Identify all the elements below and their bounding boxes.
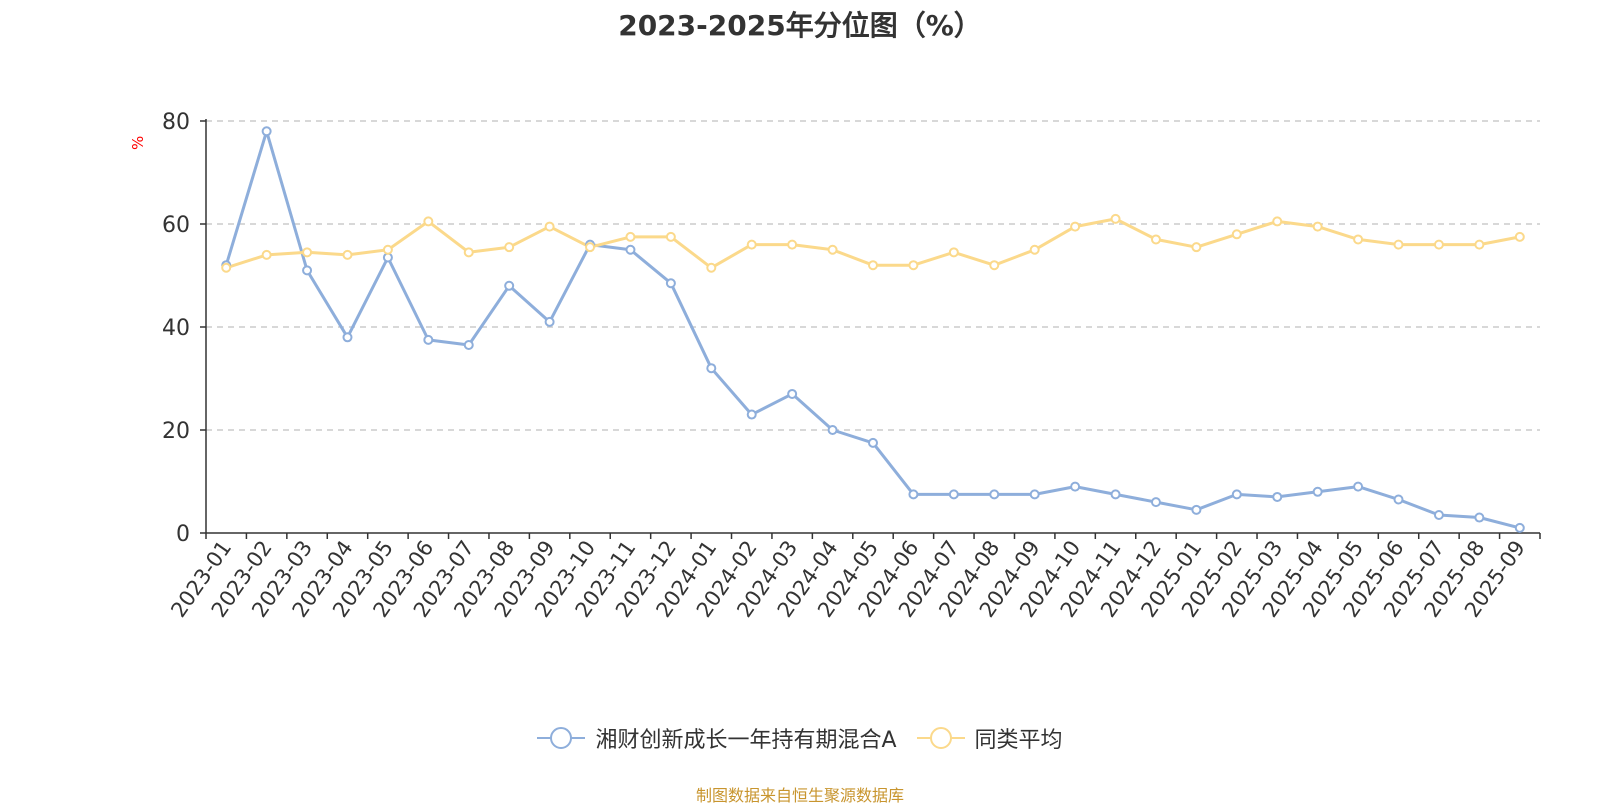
data-point-series-1 — [1070, 221, 1081, 232]
data-point-series-0 — [827, 425, 838, 435]
data-point-series-0 — [1110, 489, 1121, 500]
data-point-series-0 — [868, 437, 878, 448]
data-point-series-1 — [261, 249, 272, 260]
data-point-series-0 — [1029, 489, 1040, 500]
data-point-series-1 — [1393, 239, 1404, 250]
data-point-series-0 — [1231, 489, 1242, 500]
legend-label-peer-average: 同类平均 — [974, 728, 1063, 753]
data-point-series-1 — [1433, 239, 1444, 250]
data-point-series-1 — [302, 247, 313, 258]
data-point-series-0 — [544, 316, 555, 327]
data-point-series-0 — [1393, 494, 1404, 505]
y-tick-label: 80 — [162, 110, 190, 135]
data-point-series-0 — [787, 388, 798, 399]
data-point-series-1 — [1312, 221, 1323, 232]
data-point-series-1 — [948, 247, 959, 258]
y-tick-label: 40 — [162, 316, 190, 341]
data-point-series-0 — [1150, 497, 1161, 508]
data-point-series-0 — [1191, 504, 1202, 515]
data-point-series-1 — [504, 242, 515, 253]
data-point-series-1 — [706, 262, 717, 273]
data-point-series-1 — [544, 221, 555, 232]
data-point-series-0 — [1312, 486, 1323, 497]
data-point-series-1 — [746, 239, 757, 250]
data-point-series-1 — [868, 260, 878, 271]
data-point-series-1 — [989, 260, 1000, 271]
data-point-series-1 — [463, 247, 474, 258]
data-point-series-0 — [1433, 509, 1444, 520]
data-point-series-1 — [423, 216, 434, 227]
data-point-series-0 — [625, 244, 636, 255]
data-point-series-0 — [342, 332, 353, 343]
data-point-series-1 — [382, 244, 393, 255]
data-point-series-0 — [423, 334, 434, 345]
data-point-series-1 — [1353, 234, 1364, 245]
data-point-series-1 — [625, 231, 636, 242]
data-source-note: 制图数据来自恒生聚源数据库 — [695, 786, 904, 805]
data-point-series-0 — [746, 409, 757, 420]
y-tick-label: 0 — [176, 522, 190, 547]
data-point-series-1 — [1474, 239, 1485, 250]
data-point-series-0 — [1474, 512, 1485, 523]
legend-item-peer-average[interactable]: 同类平均 — [916, 722, 1063, 754]
data-point-series-0 — [989, 489, 1000, 500]
data-point-series-1 — [221, 262, 232, 273]
legend-item-fund[interactable]: 湘财创新成长一年持有期混合A — [537, 722, 897, 754]
data-point-series-0 — [1353, 481, 1364, 492]
series-line-0 — [224, 129, 1521, 530]
data-point-series-0 — [908, 489, 919, 500]
data-point-series-1 — [1514, 231, 1525, 242]
data-point-series-1 — [665, 231, 676, 242]
data-point-series-1 — [1191, 242, 1202, 253]
data-point-series-1 — [1110, 213, 1121, 224]
chart-title: 2023-2025年分位图（%） — [618, 9, 982, 42]
data-point-series-1 — [827, 244, 838, 255]
data-point-series-1 — [1150, 234, 1161, 245]
data-point-series-0 — [302, 265, 313, 276]
y-tick-label: 20 — [162, 419, 190, 444]
data-point-series-0 — [948, 489, 959, 500]
legend: 湘财创新成长一年持有期混合A 同类平均 — [0, 722, 1600, 754]
data-point-series-0 — [1070, 481, 1081, 492]
data-point-series-0 — [1272, 491, 1283, 502]
data-point-series-0 — [665, 278, 676, 289]
legend-label-fund: 湘财创新成长一年持有期混合A — [595, 728, 897, 753]
data-point-series-0 — [261, 126, 272, 137]
data-point-series-1 — [908, 260, 919, 271]
data-point-series-0 — [706, 363, 717, 374]
legend-swatch-fund — [537, 726, 586, 750]
data-point-series-1 — [342, 249, 353, 260]
data-point-series-1 — [1029, 244, 1040, 255]
data-point-series-0 — [1514, 522, 1525, 533]
data-point-series-1 — [585, 242, 596, 253]
data-point-series-0 — [463, 340, 474, 351]
data-point-series-1 — [787, 239, 798, 250]
data-point-series-0 — [504, 280, 515, 291]
legend-swatch-peer-average — [916, 726, 965, 750]
data-point-series-1 — [1231, 229, 1242, 240]
data-point-series-1 — [1272, 216, 1283, 227]
y-tick-label: 60 — [162, 213, 190, 238]
